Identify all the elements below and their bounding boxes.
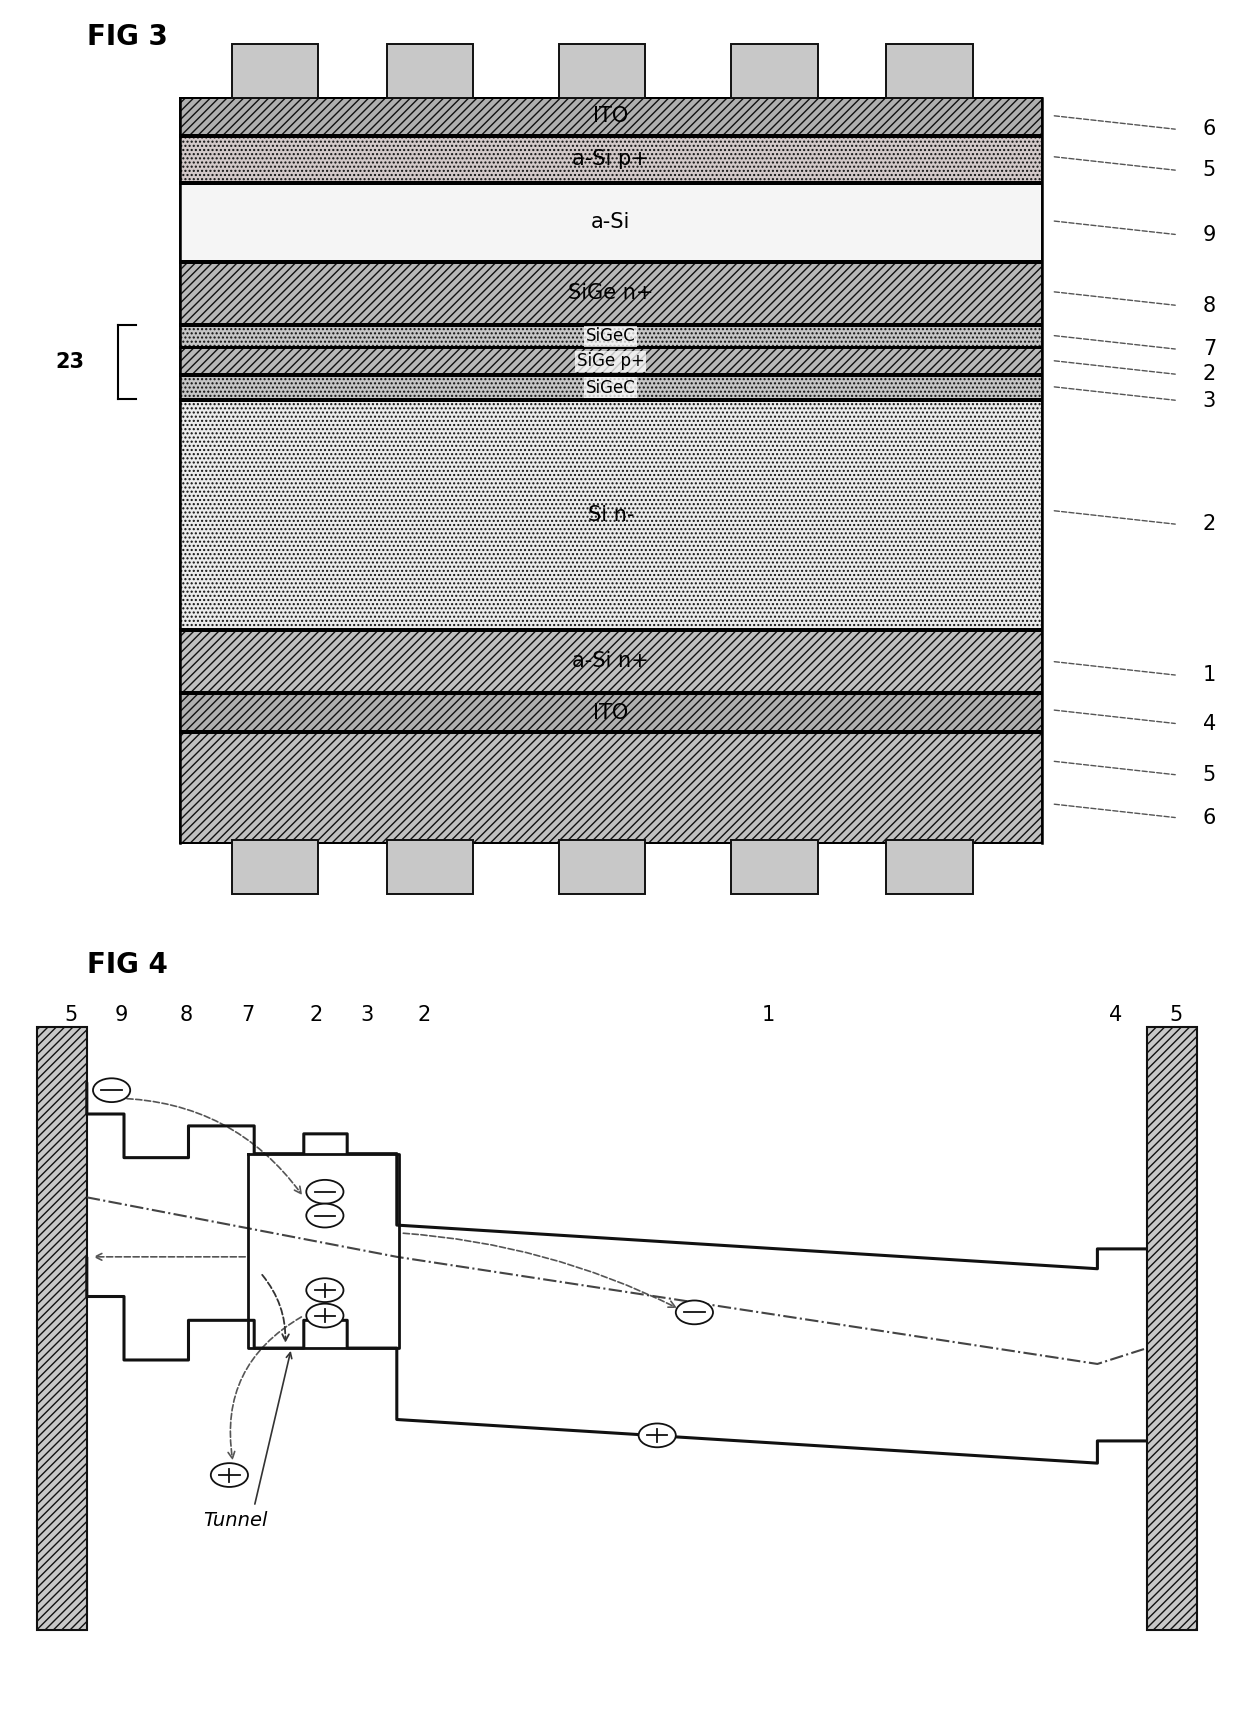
Text: 2: 2 [310, 1006, 322, 1025]
Bar [180, 376, 1042, 398]
Bar [180, 98, 1042, 135]
Text: 5: 5 [64, 1006, 77, 1025]
Bar [180, 733, 1042, 844]
Text: 3: 3 [1203, 390, 1216, 411]
Circle shape [306, 1304, 343, 1328]
Text: 8: 8 [180, 1006, 192, 1025]
Text: SiGeC: SiGeC [585, 378, 636, 397]
Bar [180, 326, 1042, 347]
Text: 2: 2 [1203, 364, 1216, 385]
Bar [559, 840, 645, 894]
Circle shape [306, 1204, 343, 1228]
Bar [732, 43, 817, 98]
Text: 7: 7 [242, 1006, 254, 1025]
Bar [387, 840, 472, 894]
Text: a-Si: a-Si [591, 212, 630, 233]
Text: 5: 5 [1203, 764, 1216, 785]
Circle shape [93, 1078, 130, 1102]
Bar [387, 43, 472, 98]
Bar [887, 840, 972, 894]
Text: SiGeC: SiGeC [585, 328, 636, 345]
Text: SiGe n+: SiGe n+ [568, 283, 653, 304]
Text: ITO: ITO [593, 107, 629, 126]
Text: ITO: ITO [593, 702, 629, 723]
Text: 3: 3 [361, 1006, 373, 1025]
Bar [887, 43, 972, 98]
Text: 1: 1 [763, 1006, 775, 1025]
Text: SiGe p+: SiGe p+ [577, 352, 645, 371]
Bar [232, 840, 317, 894]
Text: 4: 4 [1110, 1006, 1122, 1025]
Text: 5: 5 [1169, 1006, 1182, 1025]
Bar [180, 136, 1042, 181]
Text: 4: 4 [1203, 714, 1216, 733]
Text: 9: 9 [1203, 224, 1216, 245]
Bar [732, 840, 817, 894]
Circle shape [639, 1423, 676, 1447]
Bar [180, 631, 1042, 692]
Text: 6: 6 [1203, 119, 1216, 140]
Text: FIG 4: FIG 4 [87, 952, 167, 980]
Circle shape [211, 1463, 248, 1487]
Text: FIG 3: FIG 3 [87, 22, 167, 52]
Text: a-Si n+: a-Si n+ [573, 652, 649, 671]
Text: 5: 5 [1203, 160, 1216, 181]
Text: 2: 2 [1203, 514, 1216, 535]
Text: 9: 9 [115, 1006, 128, 1025]
Bar [180, 348, 1042, 374]
Bar [559, 43, 645, 98]
Text: 8: 8 [1203, 295, 1216, 316]
Circle shape [306, 1278, 343, 1302]
Bar [180, 183, 1042, 260]
Text: 1: 1 [1203, 666, 1216, 685]
Bar [180, 262, 1042, 324]
Bar [180, 693, 1042, 731]
Bar [180, 400, 1042, 630]
Bar [232, 43, 317, 98]
Text: Tunnel: Tunnel [203, 1511, 268, 1530]
Text: 6: 6 [1203, 807, 1216, 828]
Text: 7: 7 [1203, 340, 1216, 359]
Text: 2: 2 [418, 1006, 430, 1025]
Bar [37, 1026, 87, 1630]
Text: Si n-: Si n- [588, 505, 634, 524]
Circle shape [676, 1301, 713, 1325]
Text: a-Si p+: a-Si p+ [573, 150, 649, 169]
Bar [1147, 1026, 1197, 1630]
Circle shape [306, 1180, 343, 1204]
Text: 23: 23 [56, 352, 84, 373]
